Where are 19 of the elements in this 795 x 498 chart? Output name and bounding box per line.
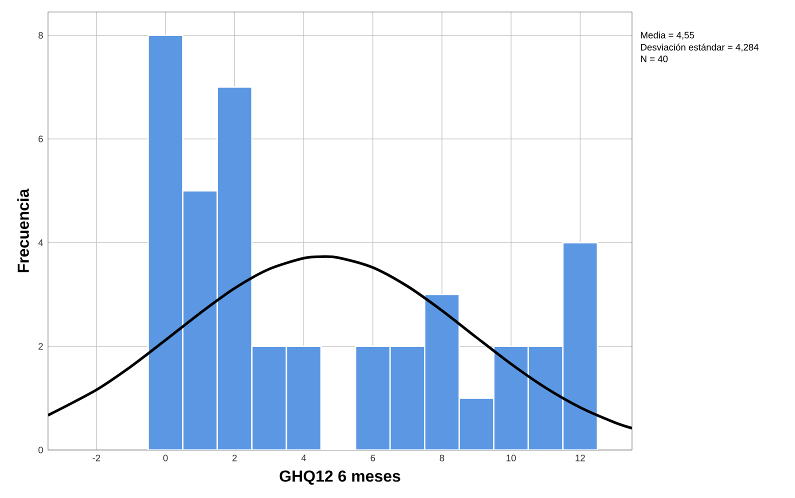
x-tick-label: 0 xyxy=(163,454,168,462)
line-series xyxy=(48,255,632,430)
text: Desviación estándar = 4,284 xyxy=(641,44,759,52)
x-tick-label: 10 xyxy=(506,454,516,462)
x-tick-label: 12 xyxy=(576,454,585,462)
text: Media = 4,55 xyxy=(641,32,694,40)
y-tick-label: 6 xyxy=(38,136,43,142)
y-tick-label: 0 xyxy=(38,446,43,454)
y-tick-label: 2 xyxy=(38,343,43,350)
x-tick-label: -2 xyxy=(92,454,100,462)
y-axis-title: Frecuencia xyxy=(17,188,29,272)
x-tick-label: 6 xyxy=(370,454,376,462)
y-tick-label: 4 xyxy=(38,239,44,246)
x-tick-label: 2 xyxy=(232,454,237,462)
y-tick-label: 8 xyxy=(38,32,43,39)
x-tick-label: 8 xyxy=(440,454,444,462)
x-tick-label: 4 xyxy=(301,454,306,462)
x-axis-title: GHQ12 6 meses xyxy=(280,470,400,485)
text: N = 40 xyxy=(641,56,668,62)
